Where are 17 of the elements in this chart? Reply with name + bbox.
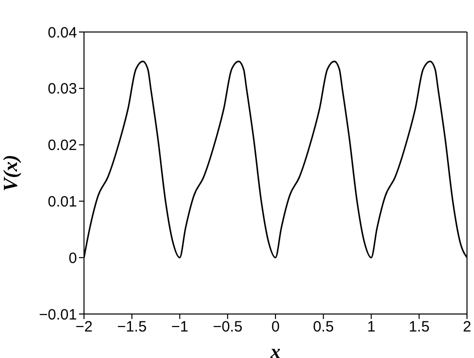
y-axis-title: V(x): [0, 154, 22, 192]
y-tick-label: 0: [68, 250, 77, 267]
x-tick-label: 2: [462, 318, 472, 336]
y-tick-label: 0.01: [48, 194, 77, 211]
x-tick-label: −0.5: [212, 318, 242, 336]
x-tick-label: 1: [367, 318, 376, 336]
x-tick-label: −2: [75, 318, 93, 336]
y-tick-label: −0.01: [39, 306, 77, 324]
x-tick-label: 0.5: [312, 318, 334, 336]
y-tick-label: 0.02: [48, 137, 77, 154]
y-tick-label: 0.03: [48, 80, 77, 98]
x-tick-label: 0: [271, 318, 280, 336]
x-tick-label: −1: [171, 318, 188, 336]
x-tick-label: 1.5: [408, 318, 430, 336]
x-tick-label: −1.5: [117, 318, 147, 336]
x-axis-title: x: [270, 341, 280, 358]
y-tick-label: 0.04: [48, 24, 77, 42]
